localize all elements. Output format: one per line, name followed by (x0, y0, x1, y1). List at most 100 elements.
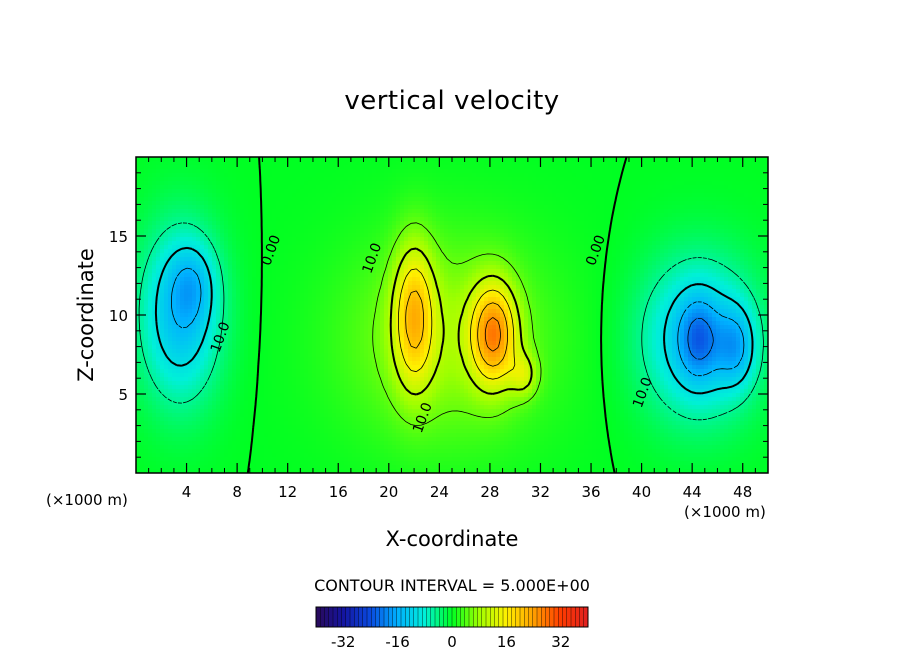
field-cell (424, 193, 429, 198)
field-cell (392, 165, 397, 170)
field-cell (712, 277, 717, 282)
field-cell (412, 249, 417, 254)
field-cell (688, 265, 693, 270)
field-cell (324, 197, 329, 202)
field-cell (444, 281, 449, 286)
field-cell (596, 221, 601, 226)
field-cell (596, 173, 601, 178)
field-cell (280, 225, 285, 230)
field-cell (260, 177, 265, 182)
field-cell (440, 225, 445, 230)
field-cell (636, 261, 641, 266)
field-cell (300, 245, 305, 250)
field-cell (480, 205, 485, 210)
field-cell (676, 181, 681, 186)
field-cell (532, 253, 537, 258)
field-cell (408, 161, 413, 166)
field-cell (156, 241, 161, 246)
field-cell (168, 189, 173, 194)
field-cell (760, 269, 765, 274)
field-cell (476, 217, 481, 222)
field-cell (352, 249, 357, 254)
field-cell (300, 217, 305, 222)
field-cell (428, 241, 433, 246)
field-cell (696, 161, 701, 166)
field-cell (372, 233, 377, 238)
field-cell (616, 157, 621, 162)
field-cell (304, 177, 309, 182)
field-cell (640, 201, 645, 206)
field-cell (468, 237, 473, 242)
field-cell (164, 269, 169, 274)
field-cell (588, 277, 593, 282)
field-cell (620, 225, 625, 230)
field-cell (452, 201, 457, 206)
field-cell (632, 233, 637, 238)
field-cell (464, 241, 469, 246)
field-cell (700, 161, 705, 166)
field-cell (568, 221, 573, 226)
field-cell (148, 221, 153, 226)
field-cell (608, 189, 613, 194)
field-cell (452, 185, 457, 190)
field-cell (216, 241, 221, 246)
field-cell (248, 169, 253, 174)
field-cell (696, 213, 701, 218)
field-cell (144, 177, 149, 182)
field-cell (348, 249, 353, 254)
field-cell (564, 193, 569, 198)
field-cell (676, 185, 681, 190)
field-cell (720, 273, 725, 278)
field-cell (752, 173, 757, 178)
field-cell (324, 201, 329, 206)
field-cell (344, 225, 349, 230)
field-cell (240, 181, 245, 186)
field-cell (744, 185, 749, 190)
field-cell (236, 257, 241, 262)
field-cell (460, 213, 465, 218)
field-cell (516, 225, 521, 230)
field-cell (192, 209, 197, 214)
field-cell (576, 161, 581, 166)
field-cell (404, 265, 409, 270)
field-cell (552, 241, 557, 246)
field-cell (332, 217, 337, 222)
field-cell (520, 273, 525, 278)
field-cell (336, 221, 341, 226)
field-cell (352, 265, 357, 270)
field-cell (416, 265, 421, 270)
field-cell (692, 273, 697, 278)
field-cell (528, 265, 533, 270)
field-cell (576, 265, 581, 270)
field-cell (412, 229, 417, 234)
field-cell (200, 265, 205, 270)
field-cell (720, 269, 725, 274)
field-cell (716, 225, 721, 230)
field-cell (564, 161, 569, 166)
field-cell (384, 173, 389, 178)
field-cell (160, 173, 165, 178)
field-cell (660, 197, 665, 202)
field-cell (604, 221, 609, 226)
field-cell (248, 161, 253, 166)
field-cell (148, 201, 153, 206)
field-cell (216, 157, 221, 162)
field-cell (252, 225, 257, 230)
field-cell (252, 181, 257, 186)
field-cell (732, 209, 737, 214)
field-cell (480, 201, 485, 206)
field-cell (528, 157, 533, 162)
field-cell (456, 269, 461, 274)
field-cell (392, 269, 397, 274)
field-cell (424, 277, 429, 282)
field-cell (632, 245, 637, 250)
field-cell (588, 257, 593, 262)
field-cell (752, 213, 757, 218)
field-cell (404, 249, 409, 254)
field-cell (204, 209, 209, 214)
field-cell (736, 237, 741, 242)
field-cell (476, 165, 481, 170)
field-cell (328, 213, 333, 218)
field-cell (344, 269, 349, 274)
field-cell (700, 253, 705, 258)
